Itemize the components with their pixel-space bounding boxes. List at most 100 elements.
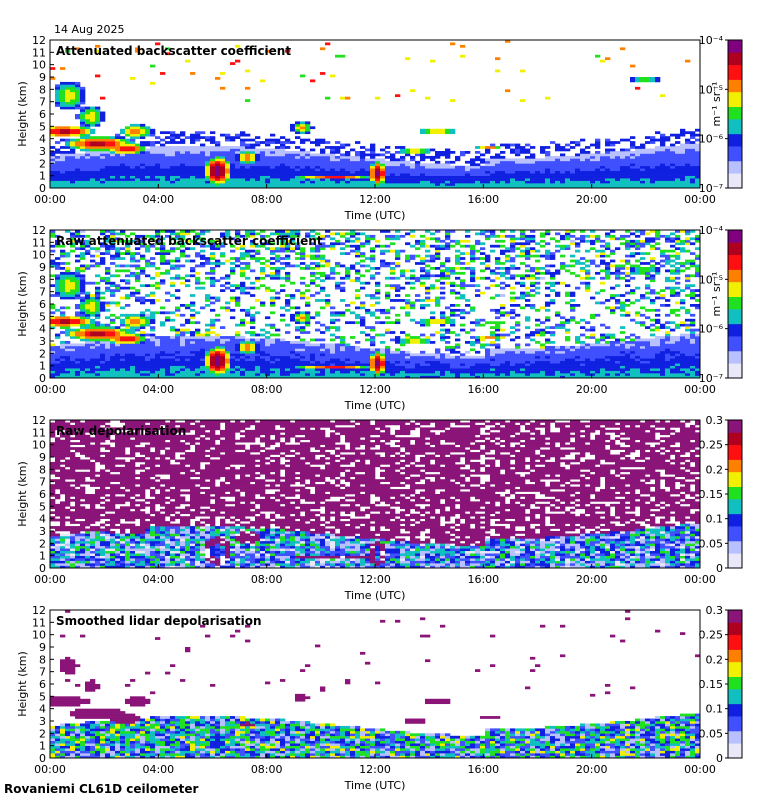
heatmap-cell bbox=[375, 333, 381, 337]
heatmap-cell bbox=[170, 368, 176, 371]
heatmap-cell bbox=[275, 168, 281, 172]
heatmap-cell bbox=[80, 116, 86, 120]
heatmap-cell bbox=[375, 291, 381, 295]
heatmap-cell bbox=[205, 151, 211, 154]
heatmap-cell bbox=[285, 49, 291, 53]
heatmap-cell bbox=[70, 244, 76, 248]
heatmap-cell bbox=[110, 160, 116, 164]
heatmap-cell bbox=[390, 353, 396, 357]
heatmap-cell bbox=[235, 363, 241, 366]
heatmap-cell bbox=[665, 160, 671, 164]
heatmap-cell bbox=[105, 155, 111, 159]
heatmap-cell bbox=[345, 183, 351, 186]
heatmap-cell bbox=[360, 365, 366, 369]
heatmap-cell bbox=[245, 264, 251, 268]
heatmap-cell bbox=[170, 348, 176, 352]
heatmap-cell bbox=[180, 355, 186, 359]
heatmap-cell bbox=[445, 170, 451, 174]
heatmap-cell bbox=[330, 348, 336, 352]
heatmap-cell bbox=[95, 148, 101, 152]
heatmap-cell bbox=[275, 249, 281, 253]
heatmap-cell bbox=[195, 180, 201, 184]
heatmap-cell bbox=[315, 345, 321, 349]
heatmap-cell bbox=[365, 160, 371, 164]
heatmap-cell bbox=[380, 249, 386, 253]
heatmap-cell bbox=[280, 289, 286, 292]
heatmap-cell bbox=[60, 96, 66, 100]
heatmap-cell bbox=[120, 163, 126, 167]
heatmap-cell bbox=[285, 274, 291, 278]
heatmap-cell bbox=[520, 69, 526, 73]
heatmap-cell bbox=[440, 170, 446, 174]
colorbar-swatch bbox=[728, 109, 742, 112]
heatmap-cell bbox=[155, 185, 161, 189]
heatmap-cell bbox=[245, 375, 251, 379]
heatmap-cell bbox=[380, 262, 386, 265]
heatmap-cell bbox=[95, 323, 101, 327]
heatmap-cell bbox=[535, 175, 541, 179]
heatmap-cell bbox=[640, 175, 646, 179]
heatmap-cell bbox=[200, 232, 206, 236]
heatmap-cell bbox=[605, 160, 611, 164]
heatmap-cell bbox=[180, 276, 186, 280]
heatmap-cell bbox=[350, 239, 356, 243]
heatmap-cell bbox=[580, 153, 586, 157]
heatmap-cell bbox=[90, 185, 96, 189]
heatmap-cell bbox=[115, 257, 121, 260]
heatmap-cell bbox=[315, 370, 321, 374]
heatmap-cell bbox=[135, 345, 141, 349]
heatmap-cell bbox=[375, 289, 381, 292]
heatmap-cell bbox=[325, 353, 331, 357]
heatmap-cell bbox=[645, 173, 651, 176]
heatmap-cell bbox=[290, 294, 296, 297]
heatmap-cell bbox=[155, 341, 161, 344]
heatmap-cell bbox=[100, 373, 106, 376]
heatmap-cell bbox=[630, 178, 636, 181]
heatmap-cell bbox=[55, 234, 61, 238]
heatmap-cell bbox=[60, 306, 66, 310]
heatmap-cell bbox=[610, 143, 616, 147]
heatmap-cell bbox=[605, 151, 611, 154]
heatmap-cell bbox=[650, 180, 656, 184]
heatmap-cell bbox=[500, 160, 506, 164]
heatmap-cell bbox=[320, 279, 326, 283]
heatmap-cell bbox=[185, 168, 191, 172]
heatmap-cell bbox=[560, 148, 566, 152]
heatmap-cell bbox=[170, 267, 176, 270]
colorbar-swatch bbox=[728, 123, 742, 127]
heatmap-cell bbox=[205, 358, 211, 362]
heatmap-cell bbox=[685, 165, 691, 169]
heatmap-cell bbox=[220, 360, 226, 364]
heatmap-cell bbox=[190, 138, 196, 142]
heatmap-cell bbox=[285, 262, 291, 265]
heatmap-cell bbox=[230, 365, 236, 369]
heatmap-cell bbox=[170, 141, 176, 144]
heatmap-cell bbox=[435, 180, 441, 184]
heatmap-cell bbox=[110, 353, 116, 357]
heatmap-cell bbox=[160, 249, 166, 253]
heatmap-cell bbox=[570, 158, 576, 162]
heatmap-cell bbox=[450, 128, 456, 132]
heatmap-cell bbox=[75, 116, 81, 120]
heatmap-cell bbox=[180, 133, 186, 137]
heatmap-cell bbox=[190, 247, 196, 251]
heatmap-cell bbox=[405, 178, 411, 181]
heatmap-cell bbox=[190, 375, 196, 379]
heatmap-cell bbox=[555, 143, 561, 147]
heatmap-cell bbox=[375, 178, 381, 181]
heatmap-cell bbox=[90, 368, 96, 371]
heatmap-cell bbox=[235, 153, 241, 157]
heatmap-cell bbox=[235, 133, 241, 137]
heatmap-cell bbox=[305, 350, 311, 354]
heatmap-cell bbox=[440, 151, 446, 154]
heatmap-cell bbox=[295, 375, 301, 379]
heatmap-cell bbox=[50, 165, 56, 169]
heatmap-cell bbox=[350, 348, 356, 352]
heatmap-cell bbox=[410, 155, 416, 159]
heatmap-cell bbox=[105, 160, 111, 164]
heatmap-cell bbox=[210, 336, 216, 339]
heatmap-cell bbox=[355, 368, 361, 371]
heatmap-cell bbox=[370, 163, 376, 167]
heatmap-cell bbox=[135, 373, 141, 376]
heatmap-cell bbox=[280, 363, 286, 366]
